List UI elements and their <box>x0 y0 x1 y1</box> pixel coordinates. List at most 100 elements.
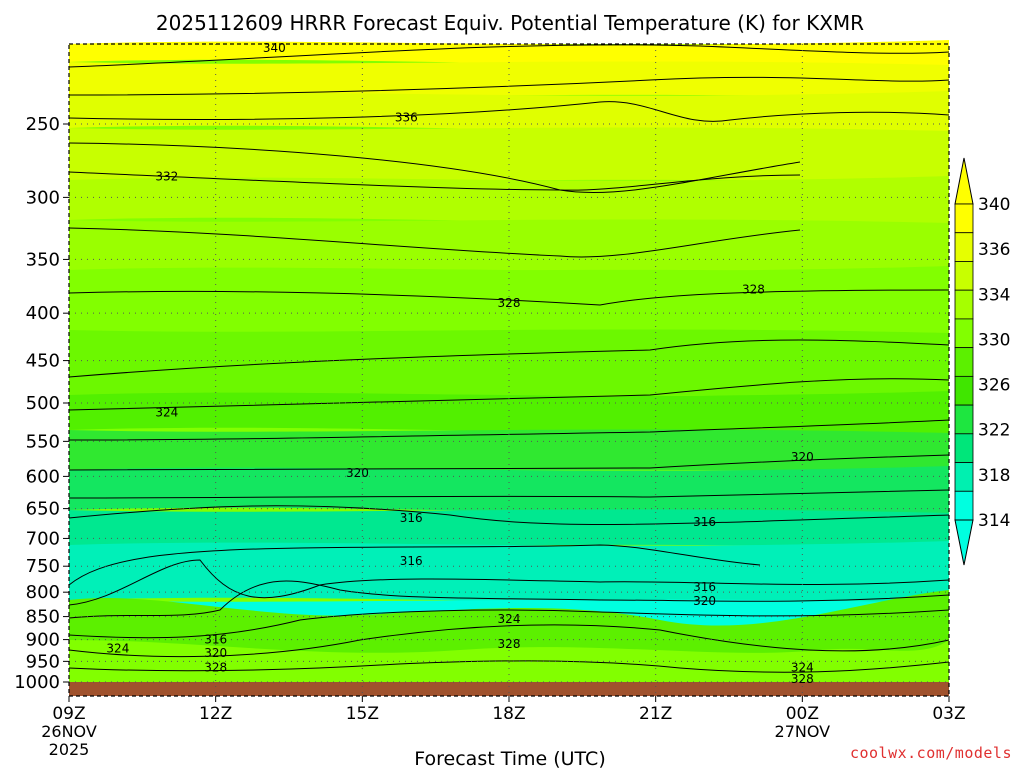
contour-label: 328 <box>204 661 227 675</box>
contour-line <box>68 289 950 306</box>
x-tick-year: 2025 <box>49 740 90 759</box>
x-tick-label: 12Z <box>199 704 232 724</box>
x-tick-date: 27NOV <box>775 722 831 741</box>
y-tick-label: 650 <box>26 499 60 520</box>
y-tick-label: 750 <box>26 556 60 577</box>
contour-label: 336 <box>395 111 418 125</box>
contour-label: 320 <box>693 594 716 608</box>
contour-label: 320 <box>204 646 227 660</box>
color-band <box>69 509 949 549</box>
grid <box>69 44 949 696</box>
x-tick-date: 26NOV <box>41 722 97 741</box>
contour-line <box>68 559 950 606</box>
contour-label: 332 <box>155 170 178 184</box>
colorbar-swatch <box>954 404 974 435</box>
contour-label: 320 <box>346 466 369 480</box>
colorbar-swatch <box>954 347 974 377</box>
colorbar: 340 336 334 330 326 322 318 314 <box>954 157 1010 566</box>
colorbar-swatch <box>954 318 974 349</box>
contour-label: 328 <box>742 282 765 296</box>
y-tick-label: 1000 <box>14 672 60 693</box>
contour-label: 324 <box>106 641 129 655</box>
contour-label: 316 <box>693 580 716 594</box>
x-tick-label: 18Z <box>492 704 525 724</box>
contour-line <box>68 44 950 68</box>
contour-label: 316 <box>400 511 423 525</box>
y-tick-label: 250 <box>26 114 60 135</box>
contour-label: 324 <box>791 661 814 675</box>
y-tick-label: 300 <box>26 187 60 208</box>
y-tick-label: 450 <box>26 351 60 372</box>
colorbar-label: 326 <box>978 376 1010 396</box>
contour-line <box>68 419 950 441</box>
color-band <box>69 429 949 474</box>
contour-label: 324 <box>155 406 178 420</box>
x-tick-label: 15Z <box>346 704 379 724</box>
colorbar-swatch <box>954 490 974 521</box>
color-band <box>69 329 949 399</box>
colorbar-top-arrow <box>954 157 974 205</box>
contour-label: 316 <box>204 633 227 647</box>
y-tick-label: 700 <box>26 528 60 549</box>
colorbar-swatch <box>954 203 974 234</box>
credit-text: coolwx.com/models <box>849 744 1012 762</box>
y-tick-label: 800 <box>26 582 60 603</box>
contour-line <box>68 660 950 673</box>
x-axis-label: Forecast Time (UTC) <box>414 748 605 768</box>
color-band <box>69 127 949 184</box>
color-band <box>69 91 949 133</box>
contour-line <box>68 505 950 525</box>
x-tick-label: 00Z <box>786 704 819 724</box>
colorbar-label: 322 <box>978 421 1010 441</box>
colorbar-label: 318 <box>978 466 1010 486</box>
contour-lines <box>68 44 950 673</box>
colorbar-swatch <box>954 232 974 262</box>
contour-line <box>68 171 801 191</box>
contour-line <box>68 339 950 378</box>
y-axis: 2503003504004505005506006507007508008509… <box>14 114 69 693</box>
contour-label: 340 <box>263 41 286 55</box>
contour-label: 324 <box>498 612 521 626</box>
colorbar-swatch <box>954 433 974 463</box>
colorbar-label: 314 <box>978 511 1010 531</box>
contour-line <box>68 76 950 96</box>
contour-line <box>68 609 950 639</box>
x-tick-label: 09Z <box>52 704 85 724</box>
contour-label: 316 <box>693 515 716 529</box>
contour-line <box>68 227 801 258</box>
colorbar-swatch <box>954 261 974 291</box>
y-tick-label: 400 <box>26 303 60 324</box>
y-tick-label: 950 <box>26 651 60 672</box>
plot-border <box>68 43 950 697</box>
color-band <box>69 466 949 515</box>
contour-line <box>68 489 950 499</box>
x-tick-label: 21Z <box>639 704 672 724</box>
chart-title: 2025112609 HRRR Forecast Equiv. Potentia… <box>156 11 864 35</box>
colorbar-label: 334 <box>978 285 1010 305</box>
y-tick-label: 500 <box>26 393 60 414</box>
x-tick-label: 03Z <box>932 704 965 724</box>
y-tick-label: 900 <box>26 630 60 651</box>
contour-line <box>68 624 950 658</box>
colorbar-swatch <box>954 289 974 320</box>
contour-label: 320 <box>791 450 814 464</box>
contour-label: 328 <box>498 296 521 310</box>
colorbar-label: 340 <box>978 195 1010 215</box>
contour-line <box>68 580 950 619</box>
terrain <box>69 682 949 696</box>
contour-line <box>68 378 950 411</box>
colorbar-bottom-arrow <box>954 519 974 566</box>
y-tick-label: 550 <box>26 431 60 452</box>
color-bands <box>69 40 949 687</box>
color-band <box>69 219 949 274</box>
y-tick-label: 850 <box>26 607 60 628</box>
color-band <box>69 40 949 67</box>
contour-label: 328 <box>498 637 521 651</box>
colorbar-swatch <box>954 462 974 492</box>
y-tick-label: 600 <box>26 466 60 487</box>
contour-label: 316 <box>400 554 423 568</box>
y-tick-label: 350 <box>26 249 60 270</box>
